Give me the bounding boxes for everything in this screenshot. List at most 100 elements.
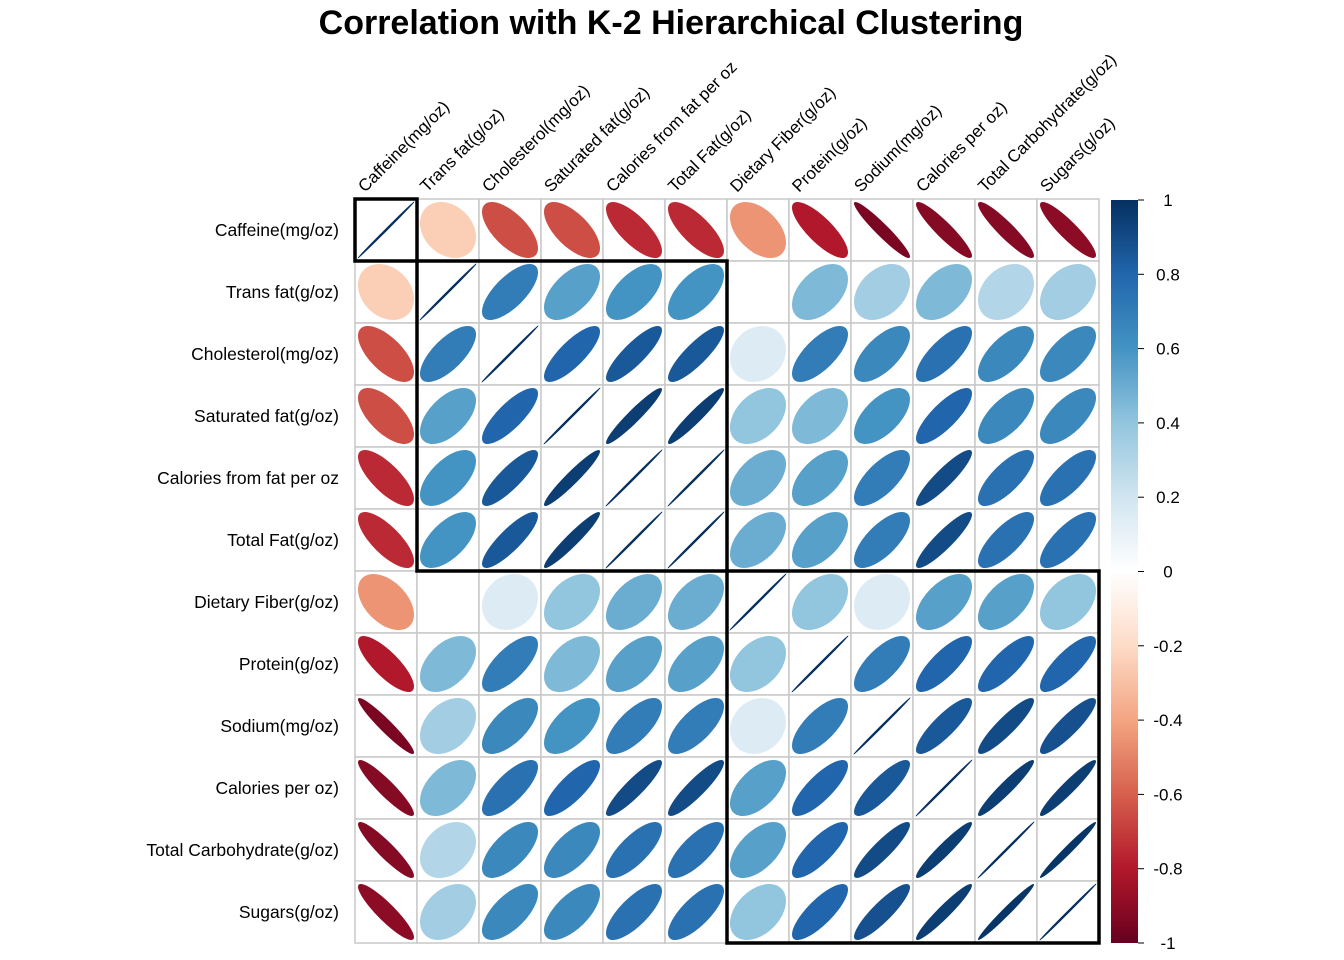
colorbar-tick-label: -0.4 xyxy=(1153,711,1182,730)
ellipse-10-8 xyxy=(792,759,849,816)
colorbar-tick-label: 0.8 xyxy=(1156,265,1180,284)
row-labels: Caffeine(mg/oz) Trans fat(g/oz) Cholestero… xyxy=(146,220,339,922)
ellipse-7-12 xyxy=(1040,573,1097,630)
row-label: Saturated fat(g/oz) xyxy=(194,406,339,426)
ellipse-6-10 xyxy=(916,512,973,569)
column-labels: Caffeine(mg/oz)Trans fat(g/oz)Cholestero… xyxy=(354,50,1120,196)
ellipse-12-4 xyxy=(543,884,600,941)
row-label: Dietary Fiber(g/oz) xyxy=(194,592,339,612)
ellipse-10-7 xyxy=(729,760,786,817)
ellipse-6-3 xyxy=(482,511,539,568)
ellipse-12-11 xyxy=(978,883,1035,941)
ellipse-9-10 xyxy=(916,697,973,754)
ellipse-7-4 xyxy=(543,574,600,631)
ellipse-11-1 xyxy=(358,821,415,878)
ellipse-2-8 xyxy=(791,264,848,321)
ellipse-8-6 xyxy=(667,636,724,693)
ellipse-9-8 xyxy=(792,697,849,754)
ellipse-3-12 xyxy=(1039,326,1096,383)
ellipse-8-5 xyxy=(605,636,662,693)
ellipse-4-3 xyxy=(482,388,538,445)
ellipse-2-4 xyxy=(543,264,600,321)
ellipse-9-5 xyxy=(606,697,663,754)
ellipse-9-6 xyxy=(668,697,725,754)
ellipse-3-10 xyxy=(915,326,972,383)
ellipse-8-7 xyxy=(729,636,786,693)
ellipse-4-4 xyxy=(543,387,601,445)
row-label: Calories per oz) xyxy=(215,778,339,798)
ellipse-9-9 xyxy=(853,697,911,755)
ellipse-8-1 xyxy=(357,636,414,692)
ellipse-12-12 xyxy=(1039,883,1097,941)
ellipse-4-6 xyxy=(668,387,725,444)
ellipse-9-2 xyxy=(419,697,476,754)
ellipse-5-10 xyxy=(916,450,973,507)
ellipse-10-3 xyxy=(481,760,538,817)
ellipse-8-10 xyxy=(916,635,973,692)
colorbar-tick-label: -0.6 xyxy=(1153,785,1182,804)
ellipse-1-7 xyxy=(729,201,786,258)
row-label: Trans fat(g/oz) xyxy=(226,282,339,302)
colorbar-gradient xyxy=(1111,200,1138,943)
ellipse-3-1 xyxy=(358,325,415,382)
ellipse-3-4 xyxy=(544,325,601,382)
ellipse-6-1 xyxy=(357,511,414,568)
ellipse-10-9 xyxy=(854,759,911,816)
ellipse-1-12 xyxy=(1039,202,1096,259)
ellipse-5-3 xyxy=(482,449,539,506)
ellipse-3-2 xyxy=(419,325,476,382)
ellipse-5-9 xyxy=(854,449,911,506)
ellipse-11-9 xyxy=(854,822,911,879)
ellipse-6-9 xyxy=(854,511,911,568)
ellipse-7-9 xyxy=(854,574,911,631)
chart-title: Correlation with K-2 Hierarchical Cluste… xyxy=(319,4,1024,42)
ellipse-3-6 xyxy=(668,325,725,382)
ellipse-6-12 xyxy=(1039,512,1096,569)
ellipse-4-5 xyxy=(606,387,663,444)
ellipse-3-9 xyxy=(853,326,910,383)
ellipse-11-4 xyxy=(543,822,600,879)
ellipse-3-5 xyxy=(606,325,663,382)
ellipse-7-7 xyxy=(729,573,787,631)
column-label: Saturated fat(g/oz) xyxy=(540,83,653,196)
ellipse-11-8 xyxy=(792,821,849,878)
ellipse-4-12 xyxy=(1039,388,1096,445)
ellipse-8-8 xyxy=(791,635,849,693)
ellipse-10-4 xyxy=(544,759,601,816)
colorbar-tick-label: -1 xyxy=(1160,934,1175,953)
ellipse-6-11 xyxy=(977,512,1034,569)
ellipse-2-11 xyxy=(977,264,1034,321)
ellipse-4-8 xyxy=(791,388,848,445)
ellipse-6-5 xyxy=(605,511,663,569)
ellipse-6-4 xyxy=(544,511,601,568)
ellipse-11-6 xyxy=(667,822,724,879)
ellipse-4-10 xyxy=(916,387,973,444)
ellipse-5-12 xyxy=(1039,450,1096,507)
ellipse-1-1 xyxy=(357,201,415,259)
ellipse-1-9 xyxy=(854,202,911,259)
ellipse-11-10 xyxy=(916,821,973,878)
ellipse-10-2 xyxy=(419,759,476,816)
column-label: Cholesterol(mg/oz) xyxy=(478,81,593,196)
ellipse-5-6 xyxy=(667,449,725,507)
ellipse-5-5 xyxy=(605,449,663,507)
column-label: Dietary Fiber(g/oz) xyxy=(726,83,839,196)
ellipse-2-1 xyxy=(357,263,414,320)
ellipse-1-10 xyxy=(916,202,973,259)
ellipse-1-5 xyxy=(605,201,662,258)
row-label: Calories from fat per oz xyxy=(157,468,339,488)
colorbar-tick-label: 0.4 xyxy=(1156,414,1180,433)
row-label: Caffeine(mg/oz) xyxy=(215,220,339,240)
ellipse-4-1 xyxy=(358,387,415,444)
row-label: Sodium(mg/oz) xyxy=(220,716,339,736)
ellipse-8-2 xyxy=(419,635,476,692)
colorbar-tick-label: 0.2 xyxy=(1156,488,1180,507)
ellipse-10-11 xyxy=(978,759,1035,816)
ellipse-2-7 xyxy=(730,263,786,320)
ellipse-5-1 xyxy=(357,449,414,506)
cluster-box-2 xyxy=(415,259,729,573)
ellipse-8-3 xyxy=(481,635,538,692)
cluster-box-3 xyxy=(725,569,1101,945)
ellipse-12-1 xyxy=(357,884,414,941)
